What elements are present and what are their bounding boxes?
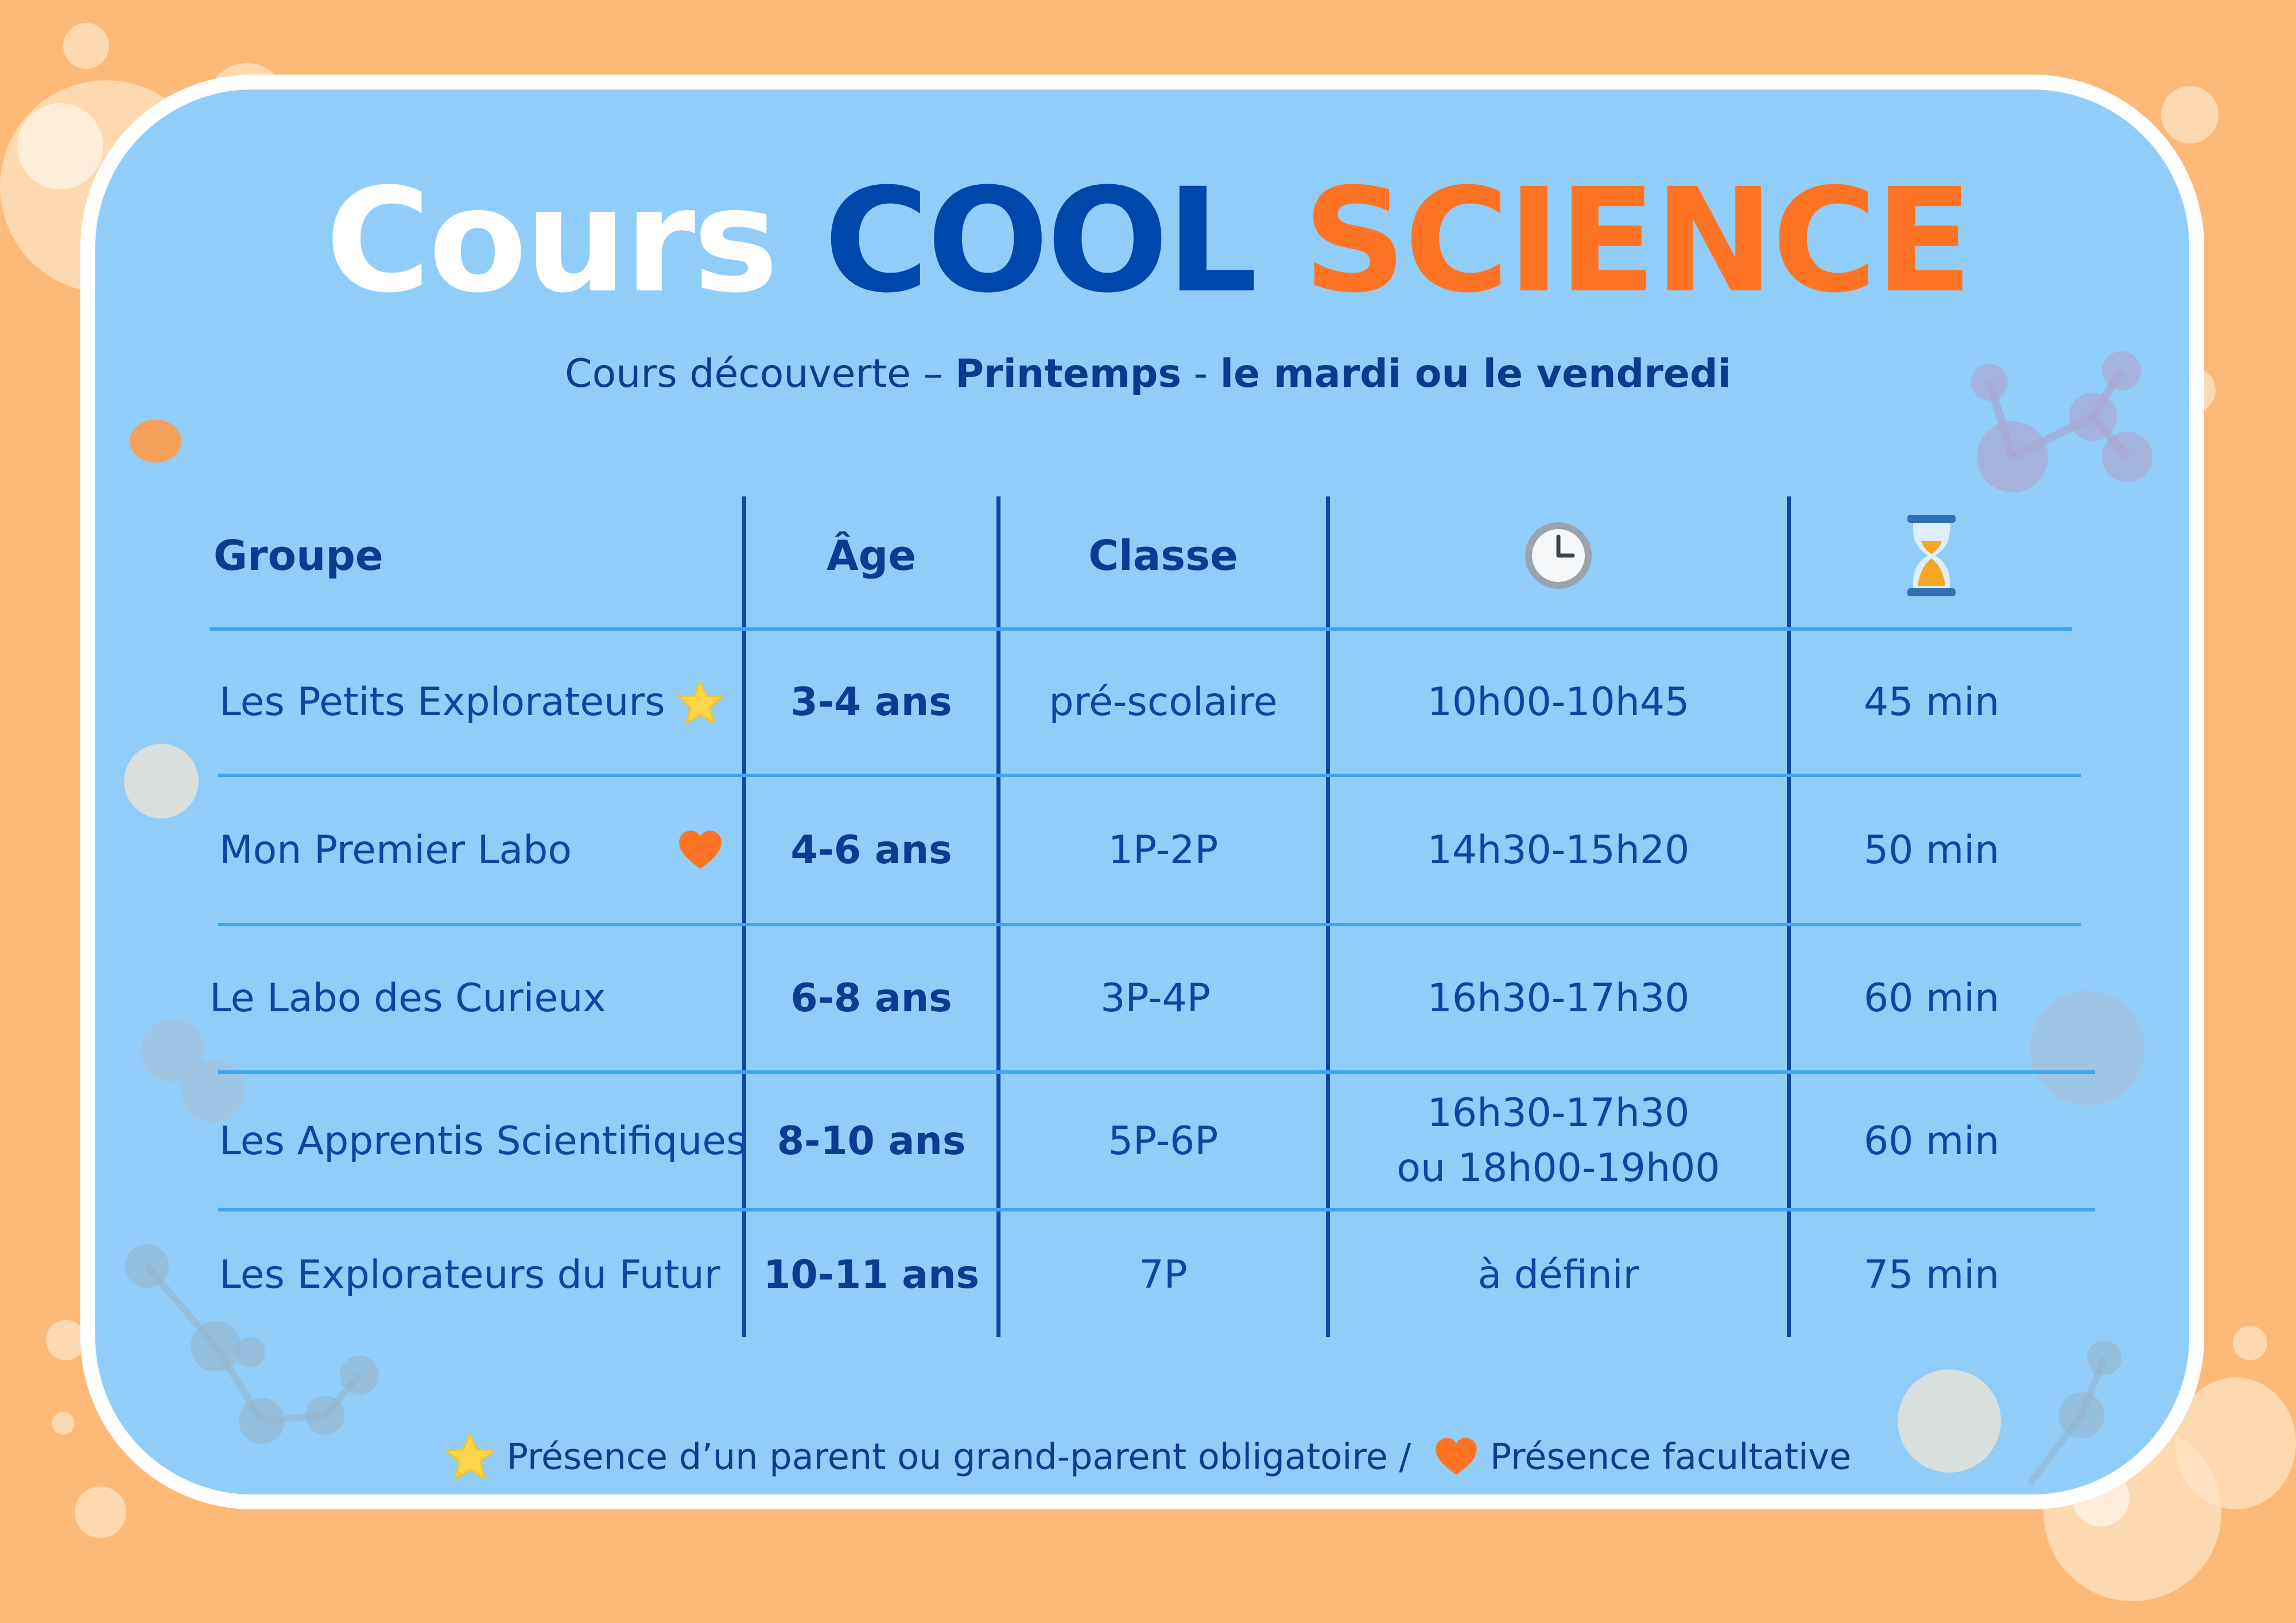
class-cell: 7P [1139, 1252, 1188, 1298]
duration-cell: 60 min [1863, 1118, 2000, 1164]
clock-icon [1525, 522, 1592, 589]
time-line-1: 16h30-17h30 [1427, 1090, 1690, 1136]
bubble [181, 1059, 245, 1123]
subtitle: Cours découverte – Printemps - le mardi … [0, 351, 2296, 397]
molecule-decoration [1971, 351, 2152, 492]
time-cell: 10h00-10h45 [1427, 680, 1690, 725]
heart-icon [1436, 1438, 1477, 1475]
bubble [17, 103, 103, 189]
header-age: Âge [826, 531, 917, 580]
heart-marker [672, 777, 729, 923]
age-cell: 6-8 ans [790, 976, 952, 1021]
star-marker [672, 631, 729, 774]
group-name: Les Apprentis Scientifiques [219, 1118, 747, 1164]
star-icon [445, 1433, 495, 1480]
page-title: Cours COOL SCIENCE [0, 155, 2296, 327]
age-cell: 10-11 ans [763, 1252, 979, 1298]
duration-cell: 75 min [1863, 1252, 2000, 1298]
row-divider [218, 1070, 2095, 1074]
row-divider [210, 627, 2072, 631]
class-cell: 1P-2P [1108, 827, 1219, 873]
bubble [46, 1320, 86, 1360]
column-divider [742, 496, 746, 1337]
bubble [124, 744, 199, 818]
subtitle-lead: Cours découverte – [565, 351, 943, 397]
time-cell: 16h30-17h30 ou 18h00-19h00 [1330, 1074, 1787, 1208]
class-cell: pré-scolaire [1049, 680, 1278, 725]
bubble [2175, 1377, 2296, 1509]
title-science: SCIENCE [1303, 157, 1973, 324]
age-cell: 8-10 ans [777, 1118, 966, 1164]
header-time [1330, 505, 1787, 605]
legend: Présence d’un parent ou grand-parent obl… [0, 1432, 2296, 1481]
time-cell: 16h30-17h30 [1427, 976, 1690, 1021]
group-name: Mon Premier Labo [219, 827, 572, 873]
age-cell: 4-6 ans [790, 827, 952, 873]
duration-cell: 50 min [1863, 827, 2000, 873]
age-cell: 3-4 ans [790, 680, 952, 725]
subtitle-days: le mardi ou le vendredi [1220, 351, 1731, 397]
column-divider [1326, 496, 1330, 1337]
row-divider [218, 1208, 2095, 1212]
row-divider [218, 923, 2081, 926]
bubble [63, 23, 109, 69]
header-class: Classe [1088, 531, 1238, 580]
time-line-2: ou 18h00-19h00 [1397, 1146, 1720, 1191]
time-cell: 14h30-15h20 [1427, 827, 1690, 873]
bubble [75, 1486, 126, 1538]
time-cell: à définir [1477, 1252, 1639, 1298]
molecule-decoration [2027, 1341, 2122, 1486]
bubble [2030, 991, 2144, 1105]
class-cell: 3P-4P [1100, 976, 1211, 1021]
star-icon [677, 680, 723, 724]
group-name: Les Explorateurs du Futur [219, 1252, 720, 1298]
duration-cell: 45 min [1863, 680, 2000, 725]
column-divider [1787, 496, 1791, 1337]
legend-heart-text: Présence facultative [1490, 1435, 1852, 1478]
group-name: Le Labo des Curieux [210, 976, 606, 1021]
title-cours: Cours [325, 157, 778, 324]
molecule-decoration [125, 1244, 379, 1444]
class-cell: 5P-6P [1108, 1118, 1219, 1164]
row-divider [218, 774, 2081, 777]
heart-icon [679, 830, 722, 869]
bubble [2233, 1326, 2267, 1360]
bubble [130, 420, 181, 463]
schedule-card [80, 75, 2204, 1509]
legend-star-text: Présence d’un parent ou grand-parent obl… [506, 1435, 1411, 1478]
title-cool: COOL [824, 157, 1258, 324]
header-duration [1791, 505, 2072, 605]
subtitle-season: Printemps [955, 351, 1181, 397]
bubble [1898, 1369, 2001, 1473]
group-name: Les Petits Explorateurs [219, 680, 665, 725]
bubble [2161, 86, 2219, 143]
subtitle-separator: - [1193, 351, 1208, 397]
header-group: Groupe [214, 531, 383, 580]
column-divider [996, 496, 1000, 1337]
duration-cell: 60 min [1863, 976, 2000, 1021]
hourglass-icon [1907, 514, 1956, 596]
bubble [52, 1412, 75, 1435]
